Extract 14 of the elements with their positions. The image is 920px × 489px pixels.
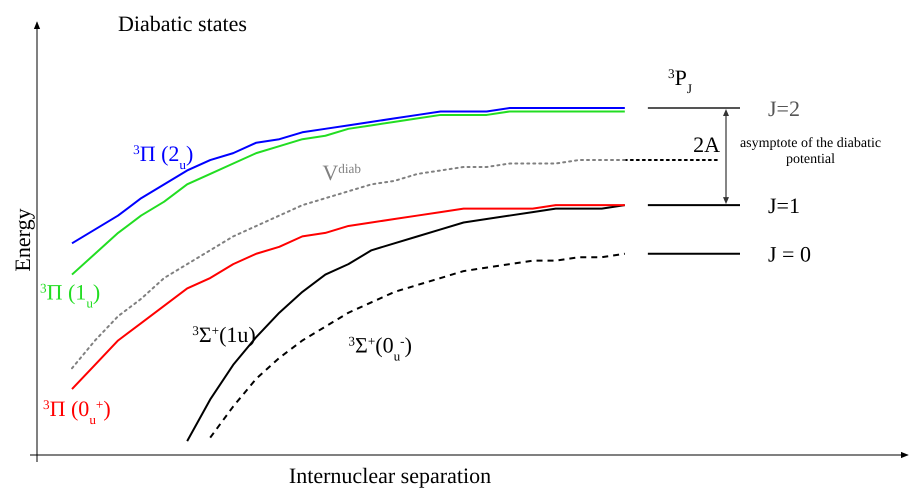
series-label: J = 0 bbox=[768, 242, 811, 267]
series-label: J=1 bbox=[768, 193, 800, 218]
x-axis-title: Internuclear separation bbox=[288, 463, 492, 488]
series-label: $^{3}$Π (0$_{u}$$^{+}$) bbox=[43, 396, 111, 427]
chart-title: Diabatic states bbox=[118, 11, 247, 36]
annotation: 2A bbox=[693, 132, 720, 157]
y-axis-title: Energy bbox=[10, 208, 35, 272]
text: $^{3}$P$_{J}$ bbox=[668, 65, 692, 96]
series-label: $^{3}$Π (2$_{u}$) bbox=[133, 141, 194, 172]
series-label: asymptote of the diabatic potential bbox=[740, 136, 882, 168]
series-label: J=2 bbox=[768, 96, 800, 121]
series-label: V$^{diab}$ bbox=[322, 160, 362, 186]
series-label: $^{3}$Σ$^{+}$(0$_{u}$$^{-}$) bbox=[348, 332, 412, 364]
series-label: $^{3}$Π (1$_{u}$) bbox=[40, 280, 100, 310]
